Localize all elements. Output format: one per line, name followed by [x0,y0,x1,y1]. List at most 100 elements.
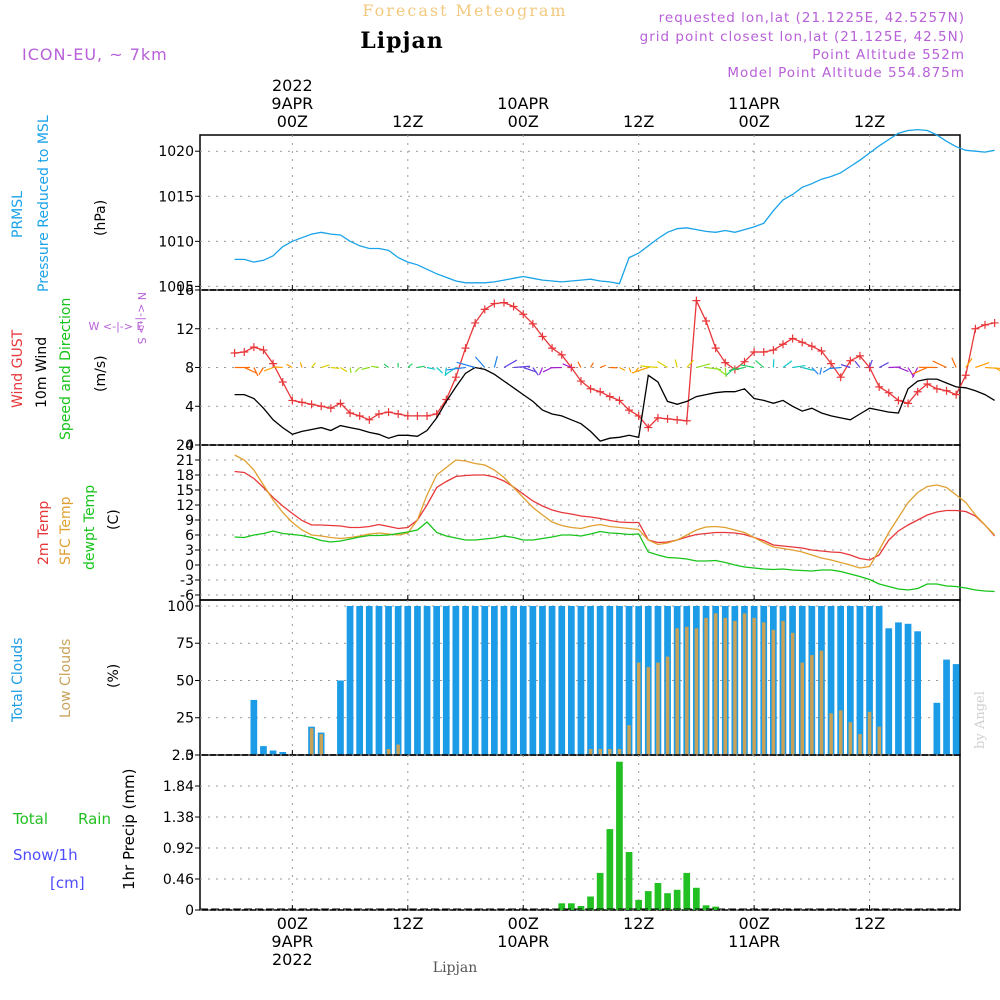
rain-bar [558,903,566,910]
total-clouds-label: Total Clouds [10,638,26,723]
low-cloud-bar [839,710,843,755]
gust-point [653,413,662,422]
gust-point [769,346,778,355]
series-line [234,366,995,442]
gust-point [971,324,980,333]
wind-arrow [869,359,873,368]
total-cloud-bar [933,702,941,755]
gust-label: Wind GUST [10,329,26,408]
low-cloud-bar [704,617,708,755]
gust-point [249,343,258,352]
gust-point [297,398,306,407]
wind-arrow [340,366,348,373]
total-cloud-bar [250,699,258,755]
gust-point [490,299,499,308]
wind-arrow [724,367,727,378]
bottom-time-label: 12Z [392,914,423,933]
low-cloud-bar [588,749,593,755]
total-cloud-bar [943,659,950,755]
temp-panel-labels: 2m Temp SFC Temp dewpt Temp (C) [36,485,122,570]
y-tick-label: 0 [185,558,194,574]
gust-point [519,310,528,319]
rain-total-label: Total [12,810,48,828]
wind-arrow [674,359,678,368]
top-time-label: 10APR [497,94,549,113]
low-cloud-bar [646,667,651,755]
total-cloud-bar [356,606,363,755]
chart-panels: 10051010101510200481216-6-30369121518212… [158,128,1000,919]
total-cloud-bar [529,606,537,755]
gust-point [538,332,547,341]
rain-bar [625,852,633,910]
gust-point [596,387,605,396]
wind-arrow [696,363,711,369]
gust-point [952,390,961,399]
rain-bar [644,891,652,910]
total-cloud-bar [568,606,575,755]
point-altitude: Point Altitude 552m [812,47,965,63]
low-cloud-bar [713,613,718,755]
y-tick-label: 9 [185,513,194,529]
low-cloud-bar [608,749,612,755]
temp-unit-label: (C) [106,509,122,530]
wind-arrow [562,363,572,369]
gust-point [692,296,701,305]
y-tick-label: 0.92 [163,841,194,857]
total-cloud-bar [385,606,392,755]
wind10-label: 10m Wind [34,337,50,408]
wind-arrow [819,367,823,375]
y-tick-label: 1005 [158,279,194,295]
rain-bar [587,896,594,910]
y-tick-label: 24 [176,438,194,454]
y-tick-label: 1.84 [163,779,194,795]
low-cloud-bar [867,711,872,755]
low-cloud-bar [656,662,660,755]
y-tick-label: 25 [176,711,194,727]
wind-arrow [975,361,990,369]
wind-arrow [311,362,316,368]
grid-point-coords: grid point closest lon,lat (21.125E, 42.… [640,29,965,45]
gust-point [374,410,383,418]
gust-point [932,384,941,393]
total-cloud-bar [904,623,912,755]
wind-arrow [792,364,806,369]
wind-arrow [628,367,632,373]
rain-bar [635,899,642,910]
low-cloud-bar [771,629,776,755]
wind-arrow [474,356,486,368]
top-time-label: 11APR [728,94,780,113]
gust-point [557,350,566,359]
gust-point [288,396,297,405]
rain-bar [702,905,710,910]
wind-arrow [493,356,498,368]
wind-arrow [619,366,626,371]
low-cloud-bar [637,662,641,755]
wind-arrow [426,366,436,370]
pressure-desc-label: Pressure Reduced to MSL [36,115,52,292]
y-tick-label: 1010 [158,234,194,250]
gust-point [423,411,432,420]
total-cloud-bar [423,606,431,755]
low-cloud-bar [877,726,881,755]
y-tick-label: 2.3 [172,748,194,764]
wind-arrow [407,363,413,368]
gust-point [961,371,970,380]
gust-point [576,377,585,386]
wind-arrow [631,366,649,374]
gust-point [548,344,557,353]
low-cloud-bar [790,632,795,755]
y-tick-label: 0 [185,903,194,919]
series-line [234,128,995,285]
total-cloud-bar [616,606,623,755]
wind-arrow [822,366,832,373]
gust-point [355,411,364,420]
total-cloud-bar [394,606,402,755]
wind-panel-labels: Wind GUST 10m Wind Speed and Direction (… [10,292,148,440]
series-line [234,470,996,561]
requested-coords: requested lon,lat (21.1225E, 42.5257N) [659,10,965,26]
total-cloud-bar [548,606,556,755]
panel-frame [199,134,961,291]
gust-point [586,384,595,393]
y-tick-label: 1020 [158,144,194,160]
gust-point [451,373,460,382]
